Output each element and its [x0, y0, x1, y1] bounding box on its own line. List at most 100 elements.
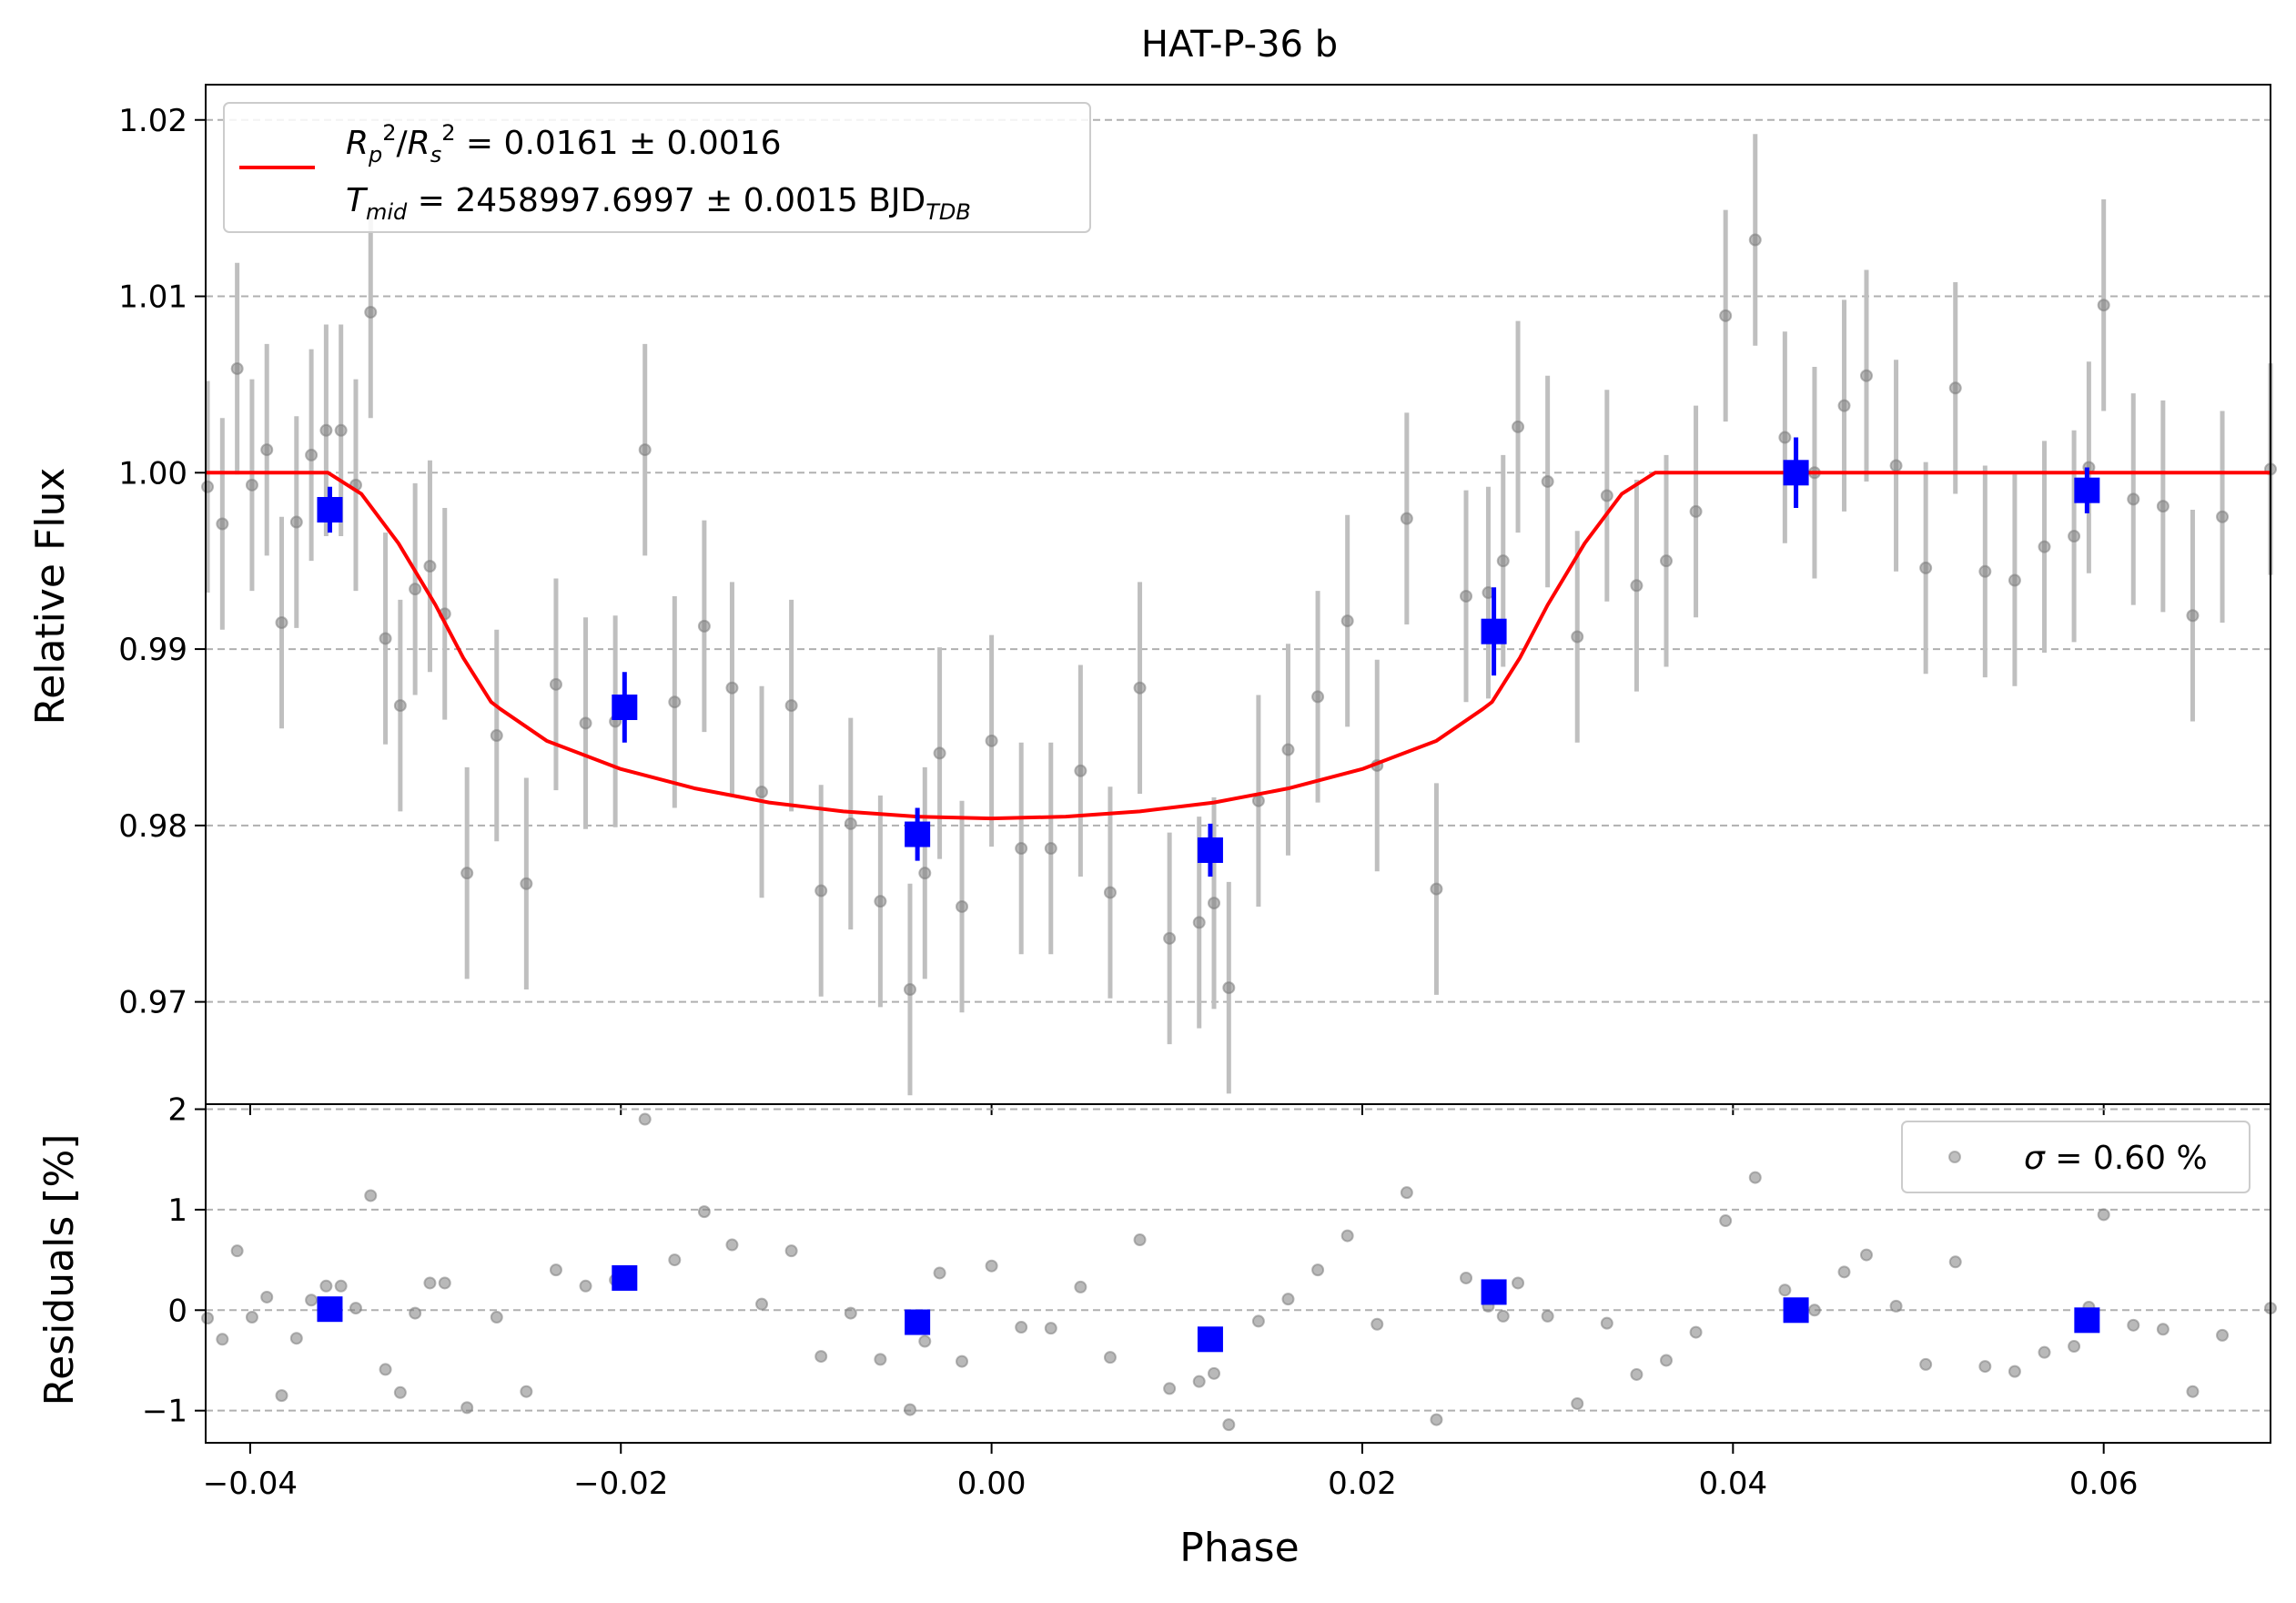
residual-point	[423, 1276, 437, 1290]
residual-point	[1015, 1321, 1028, 1334]
main-raw-points	[201, 233, 2277, 997]
main-y-axis-label: Relative Flux	[27, 468, 74, 725]
raw-point	[2186, 609, 2200, 623]
raw-point	[409, 583, 422, 596]
residual-point	[1600, 1316, 1613, 1330]
x-axis-label: Phase	[1179, 1525, 1299, 1571]
residual-y-tick-label: 0	[167, 1293, 187, 1329]
raw-point	[1837, 399, 1851, 412]
raw-point	[814, 884, 828, 898]
raw-point	[1778, 431, 1792, 444]
residual-point	[201, 1312, 215, 1325]
residual-y-ticks: −1 0 1 2	[142, 1092, 206, 1430]
main-y-tick-label: 1.00	[118, 455, 187, 492]
raw-point	[1889, 459, 1903, 472]
raw-point	[289, 515, 303, 529]
residual-point	[319, 1279, 333, 1293]
raw-point	[2008, 573, 2021, 587]
raw-point	[1251, 794, 1265, 807]
residual-point	[2038, 1345, 2051, 1359]
residual-point	[1660, 1354, 1674, 1367]
raw-point	[1281, 743, 1295, 756]
residual-point	[216, 1333, 229, 1346]
residual-point	[1948, 1255, 1962, 1269]
residual-binned-point	[2074, 1307, 2100, 1334]
raw-point	[423, 559, 437, 573]
x-tick-label: 0.04	[1698, 1466, 1767, 1502]
raw-point	[2068, 530, 2081, 543]
residual-point	[1512, 1276, 1525, 1290]
residual-point	[1251, 1314, 1265, 1328]
raw-point	[1600, 489, 1613, 502]
residual-point	[2008, 1365, 2021, 1378]
raw-point	[2156, 500, 2170, 513]
raw-point	[1340, 614, 1354, 628]
raw-point	[379, 632, 392, 645]
main-legend: Rp2/Rs2 = 0.0161 ± 0.0016 Tmid = 2458997…	[223, 102, 1091, 233]
residual-point	[1689, 1325, 1703, 1339]
main-y-tick-label: 0.98	[118, 808, 187, 845]
raw-point	[1719, 309, 1733, 322]
residual-point	[275, 1389, 288, 1403]
main-gridlines	[206, 118, 2271, 1003]
residual-point	[289, 1332, 303, 1345]
raw-point	[1163, 931, 1177, 945]
raw-point	[245, 478, 258, 492]
raw-point	[2216, 510, 2230, 523]
main-legend-box	[223, 102, 1091, 233]
residual-point	[1889, 1299, 1903, 1313]
residual-point	[460, 1401, 474, 1415]
raw-point	[1571, 630, 1584, 644]
raw-point	[1208, 897, 1221, 910]
raw-point	[668, 695, 682, 709]
binned-point	[1481, 618, 1507, 644]
residual-binned-point	[1197, 1326, 1223, 1353]
raw-point	[1015, 842, 1028, 856]
raw-point	[874, 895, 887, 908]
residual-point	[490, 1311, 503, 1324]
residual-point	[1919, 1357, 1933, 1371]
residual-point	[697, 1205, 711, 1219]
raw-point	[1103, 886, 1117, 899]
raw-point	[460, 867, 474, 880]
residual-point	[579, 1279, 592, 1293]
residual-point	[2216, 1328, 2230, 1342]
raw-point	[755, 786, 769, 799]
raw-point	[216, 517, 229, 531]
raw-point	[364, 305, 378, 319]
raw-point	[1460, 589, 1473, 603]
raw-point	[1400, 512, 1413, 525]
residual-point	[1496, 1309, 1510, 1323]
raw-point	[2097, 299, 2110, 312]
raw-point	[985, 734, 998, 747]
residual-point	[2127, 1318, 2140, 1332]
raw-point	[725, 681, 739, 695]
legend-tmid-text: Tmid = 2458997.6997 ± 0.0015 BJDTDB	[346, 182, 971, 225]
residual-point	[1837, 1265, 1851, 1279]
main-raw-errorbars	[205, 134, 2273, 1096]
raw-point	[638, 443, 652, 457]
raw-point	[1192, 916, 1206, 929]
residual-legend: σ = 0.60 %	[1901, 1121, 2250, 1193]
raw-point	[1948, 381, 1962, 395]
residual-point	[903, 1403, 916, 1416]
legend-sigma-text: σ = 0.60 %	[2024, 1140, 2208, 1177]
residual-point	[668, 1253, 682, 1267]
binned-point	[2074, 477, 2100, 503]
residual-point	[1978, 1360, 1992, 1374]
residual-point	[1222, 1418, 1236, 1432]
raw-point	[520, 877, 533, 890]
raw-point	[956, 899, 969, 913]
raw-point	[260, 443, 274, 457]
raw-point	[334, 423, 348, 437]
binned-point	[612, 695, 638, 721]
raw-point	[1748, 233, 1762, 247]
raw-point	[319, 423, 333, 437]
binned-point	[1197, 837, 1223, 863]
binned-point	[905, 821, 931, 847]
raw-point	[305, 448, 319, 462]
main-binned-points	[317, 437, 2100, 878]
residual-point	[305, 1294, 319, 1307]
residual-point	[725, 1238, 739, 1252]
